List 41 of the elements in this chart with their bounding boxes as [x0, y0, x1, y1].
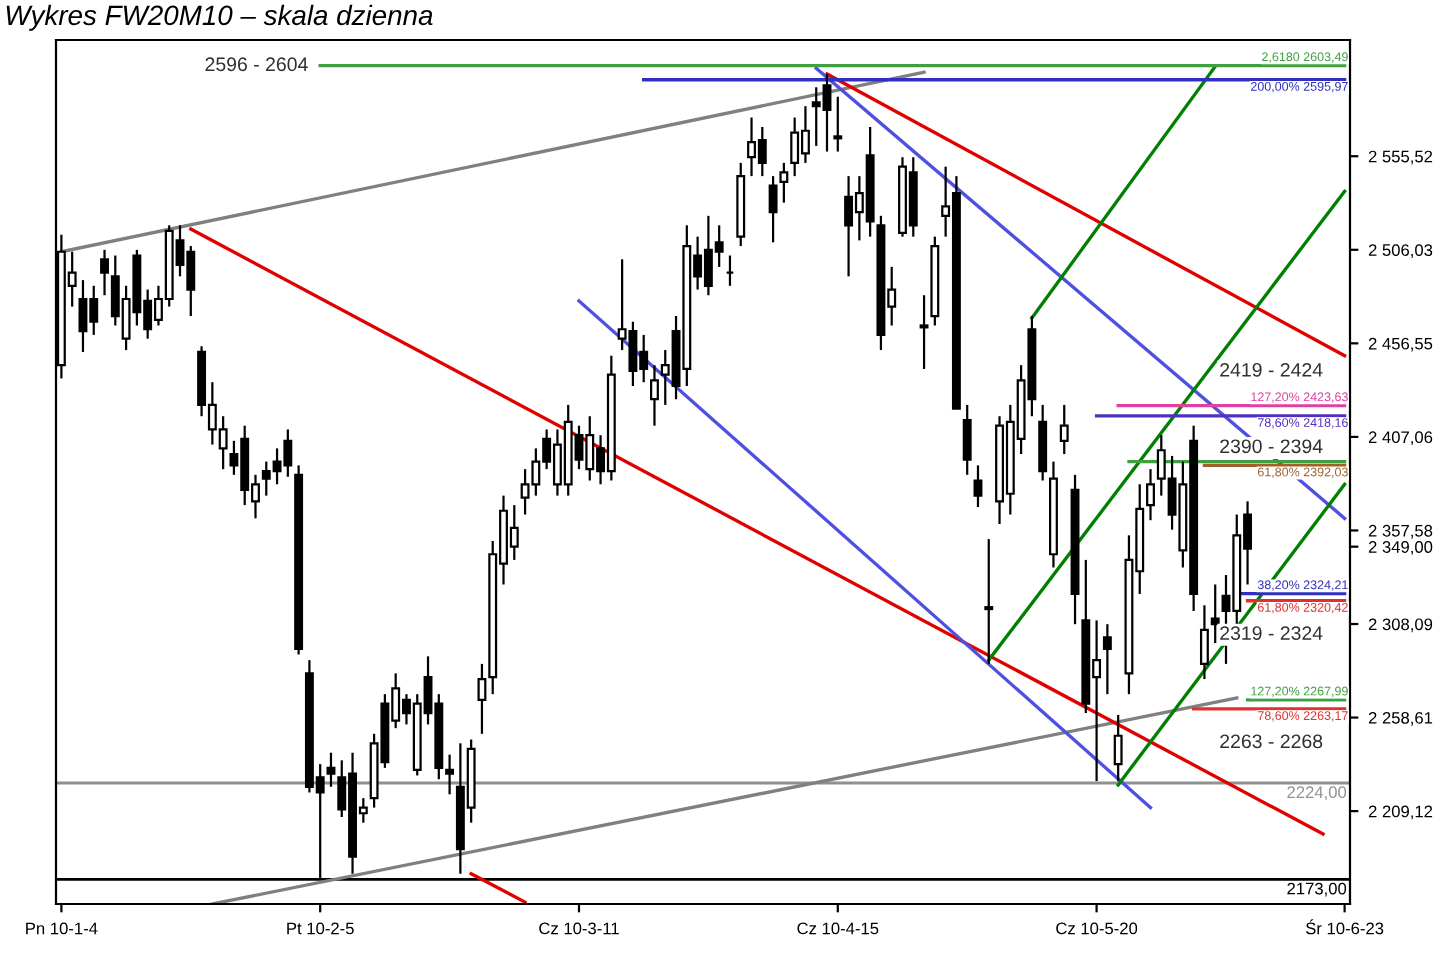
x-tick-label: Cz 10-4-15 — [797, 922, 879, 935]
candlestick — [326, 751, 336, 788]
annotation: 2419 - 2424 — [1220, 362, 1323, 377]
candlestick — [833, 95, 843, 153]
candlestick — [919, 294, 929, 371]
annotation: 2596 - 2604 — [205, 57, 308, 72]
candlestick — [962, 403, 972, 476]
candlestick — [445, 753, 455, 796]
y-tick-label: 2 506,03 — [1368, 244, 1433, 258]
y-tick-label: 2 407,06 — [1368, 431, 1433, 446]
x-tick-label: Śr 10-6-23 — [1306, 919, 1384, 935]
candlestick — [1113, 713, 1123, 783]
candlestick — [779, 161, 789, 204]
candlestick — [1210, 583, 1220, 645]
x-tick-label: Pt 10-2-5 — [287, 922, 354, 935]
x-tick-label: Cz 10-3-11 — [539, 922, 619, 935]
y-tick-label: 2 357,58 — [1368, 524, 1433, 539]
annotation: 2263 - 2268 — [1220, 734, 1323, 749]
annotation: 2319 - 2324 — [1220, 626, 1323, 640]
x-tick-label: Pn 10-1-4 — [26, 922, 98, 935]
candlestick — [1146, 468, 1155, 522]
candlestick — [100, 248, 109, 297]
candlestick — [1102, 623, 1112, 696]
candlestick — [1199, 604, 1209, 681]
ref-line-label: 2224,00 — [1287, 786, 1347, 801]
candlestick — [1059, 403, 1069, 456]
candlestick — [477, 662, 487, 735]
candlestick — [768, 175, 778, 244]
chart-title: Wykres FW20M10 – skala dzienna — [6, 4, 433, 31]
annotation: 2390 - 2394 — [1220, 439, 1323, 454]
x-tick-label: Cz 10-5-20 — [1056, 922, 1138, 935]
y-tick-label: 2 555,52 — [1368, 150, 1433, 165]
ref-line-label: 2173,00 — [1287, 882, 1347, 897]
candlestick — [650, 364, 659, 427]
y-tick-label: 2 456,55 — [1368, 337, 1433, 352]
y-tick-label: 2 209,12 — [1368, 805, 1433, 820]
candlestick — [973, 464, 983, 509]
y-tick-label: 2 349,00 — [1368, 541, 1433, 555]
candlestick — [984, 538, 994, 665]
y-tick-label: 2 308,09 — [1368, 618, 1433, 633]
y-tick-label: 2 258,61 — [1368, 711, 1433, 726]
